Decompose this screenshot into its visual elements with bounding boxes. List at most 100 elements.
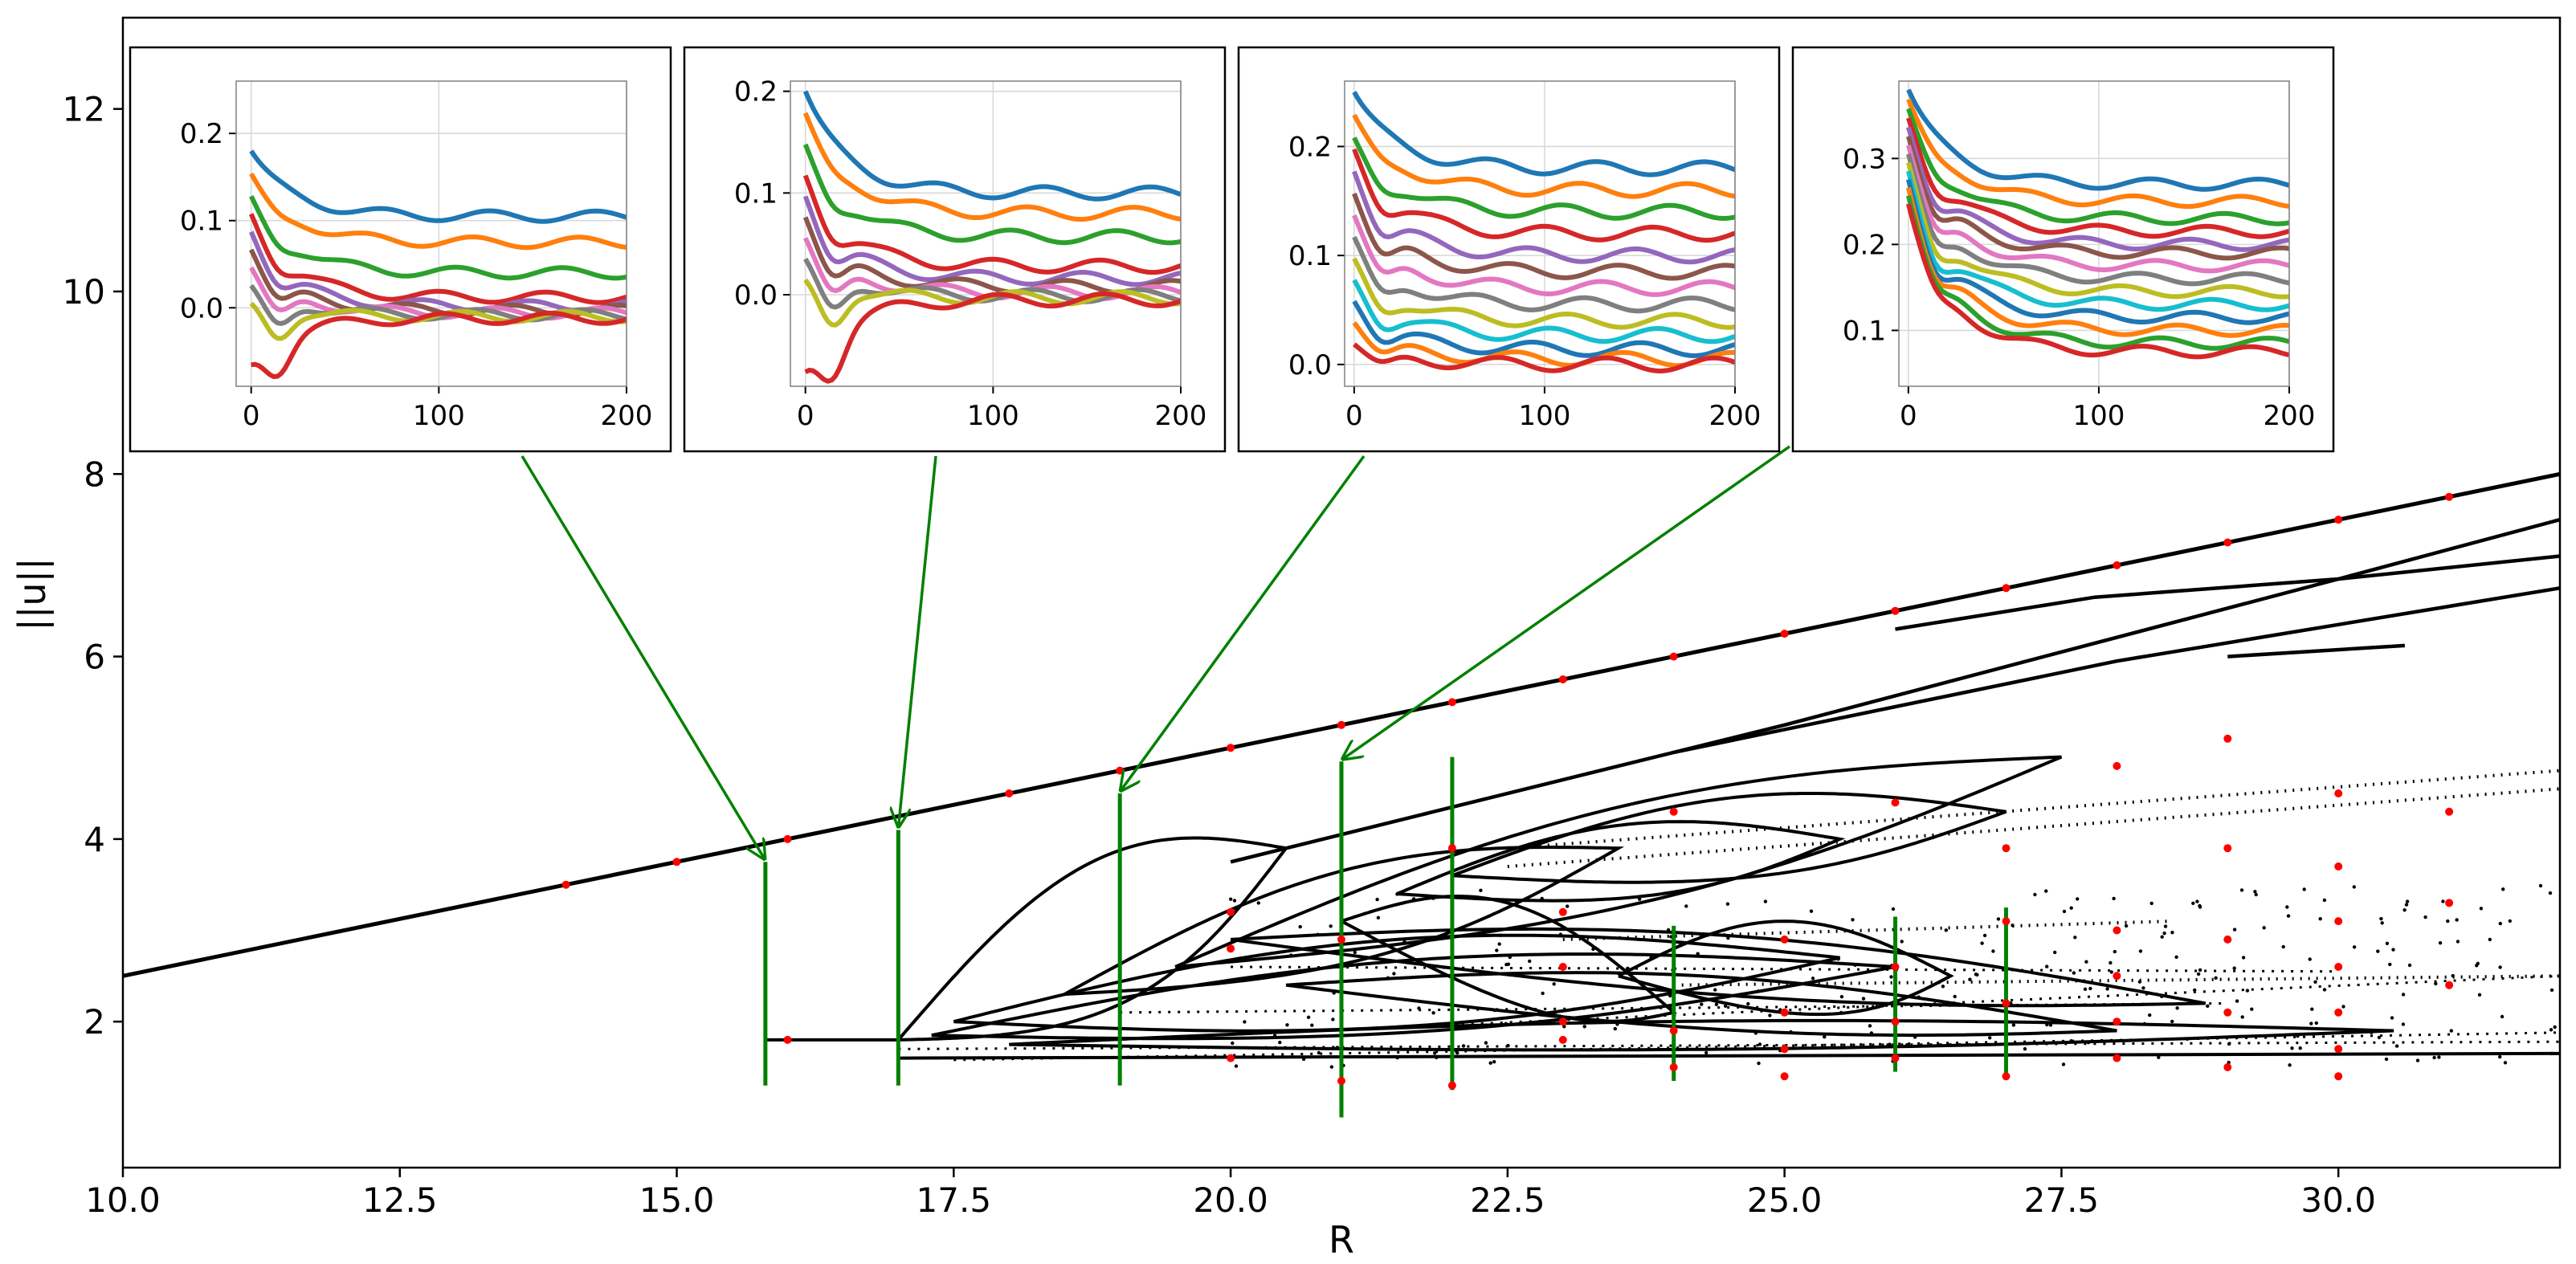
scatter-dot xyxy=(2023,1047,2027,1051)
red-point xyxy=(2334,789,2343,797)
scatter-dot xyxy=(1234,1064,1239,1068)
scatter-dot xyxy=(2500,1014,2505,1019)
scatter-dot xyxy=(2322,898,2327,903)
scatter-dot xyxy=(2538,883,2543,888)
scatter-dot xyxy=(2508,919,2512,924)
scatter-dot xyxy=(2170,931,2174,935)
scatter-dot xyxy=(2053,950,2057,955)
scatter-dot xyxy=(1851,918,1855,922)
scatter-dot xyxy=(2281,944,2285,949)
scatter-dot xyxy=(1975,972,1979,977)
scatter-dot xyxy=(2402,908,2407,912)
red-point xyxy=(2334,963,2343,971)
scatter-dot xyxy=(2401,993,2406,997)
scatter-dot xyxy=(2073,936,2077,940)
inset-series-line xyxy=(1906,98,2289,210)
red-point xyxy=(2113,926,2121,935)
red-point xyxy=(1447,1081,1456,1090)
scatter-dot xyxy=(2549,1051,2554,1056)
scatter-dot xyxy=(1504,1021,1508,1026)
scatter-dot xyxy=(2501,887,2505,891)
scatter-dot xyxy=(2385,941,2390,946)
scatter-dot xyxy=(1492,1008,1497,1013)
inset-x-tick-label: 200 xyxy=(1709,400,1762,432)
scatter-dot xyxy=(1714,1002,1719,1007)
scatter-dot xyxy=(2241,956,2246,960)
scatter-dot xyxy=(1988,1036,1992,1040)
loop-curve xyxy=(1230,927,2207,1008)
red-point xyxy=(1780,935,1789,944)
scatter-dot xyxy=(1310,1023,1314,1027)
scatter-dot xyxy=(1353,950,1357,955)
inset-series-line xyxy=(1352,321,1735,369)
scatter-dot xyxy=(2455,918,2459,922)
loop-curve xyxy=(1617,919,1954,1017)
red-point xyxy=(1337,935,1345,944)
scatter-dot xyxy=(1725,902,1730,906)
inset-series-line xyxy=(248,213,627,305)
scatter-dot xyxy=(1376,915,1381,920)
scatter-dot xyxy=(1335,1046,1340,1050)
scatter-dot xyxy=(2446,919,2450,924)
inset-y-tick-label: 0.2 xyxy=(734,76,778,108)
red-point xyxy=(2445,807,2454,816)
red-point xyxy=(1558,963,1567,971)
red-point xyxy=(2223,935,2232,944)
red-point xyxy=(783,1035,792,1044)
branch-line xyxy=(1230,517,2561,864)
inset-panel: 0 100 200 0.0 0.1 0.2 xyxy=(683,46,1227,453)
scatter-dot xyxy=(1431,896,1435,900)
scatter-dot xyxy=(2112,896,2116,901)
scatter-dot xyxy=(2401,1022,2406,1026)
inset-panel: 0 100 200 0.1 0.2 0.3 xyxy=(1791,46,2335,453)
inset-series-line xyxy=(1352,192,1735,281)
scatter-dot xyxy=(1886,1043,1890,1047)
inset-series-group xyxy=(1905,88,2289,360)
red-point xyxy=(1780,1008,1789,1017)
scatter-dot xyxy=(2239,888,2244,892)
inset-series-line xyxy=(1352,257,1735,330)
inset-series-line xyxy=(1905,178,2289,325)
scatter-dot xyxy=(2394,1044,2399,1048)
scatter-dot xyxy=(1256,901,1261,905)
scatter-dot xyxy=(2309,1021,2313,1025)
inset-series-line xyxy=(249,149,627,224)
inset-axes-frame xyxy=(235,80,627,387)
scatter-dot xyxy=(2384,1057,2389,1062)
scatter-dot xyxy=(1243,1020,1247,1024)
y-tick-label: 4 xyxy=(84,820,105,859)
scatter-dot xyxy=(2160,935,2164,939)
inset-series-line xyxy=(1352,113,1735,199)
scatter-dot xyxy=(1386,976,1390,981)
scatter-dot xyxy=(1497,942,1501,946)
scatter-dot xyxy=(1980,941,1984,945)
scatter-dot xyxy=(2498,1054,2502,1059)
scatter-dot xyxy=(1904,1043,1909,1047)
scatter-dot xyxy=(2288,1063,2292,1067)
inset-series-line xyxy=(1906,126,2289,252)
scatter-dot xyxy=(1704,1050,1708,1055)
red-point xyxy=(1558,907,1567,916)
inset-series-line xyxy=(1352,91,1735,177)
scatter-dot xyxy=(2011,924,2015,928)
scatter-dot xyxy=(1638,897,1642,901)
scatter-dot xyxy=(2061,1062,2066,1066)
scatter-dot xyxy=(1395,892,1399,896)
red-point xyxy=(1891,606,1900,615)
red-point xyxy=(2445,981,2454,989)
scatter-dot xyxy=(2196,972,2201,977)
scatter-dot xyxy=(2476,961,2480,966)
inset-series-line xyxy=(1906,145,2289,274)
inset-series-group xyxy=(1352,91,1735,373)
scatter-dot xyxy=(2124,924,2129,928)
scatter-dot xyxy=(2437,1055,2441,1059)
inset-y-tick-label: 0.0 xyxy=(1288,349,1332,381)
branch-line xyxy=(2227,643,2406,659)
red-point xyxy=(1227,944,1235,953)
scatter-dot xyxy=(2163,924,2168,928)
scatter-dot xyxy=(1853,963,1857,968)
scatter-dot xyxy=(1996,917,2001,921)
scatter-dot xyxy=(2449,1029,2453,1033)
scatter-dot xyxy=(1331,1017,1335,1021)
scatter-dot xyxy=(1839,995,1844,999)
